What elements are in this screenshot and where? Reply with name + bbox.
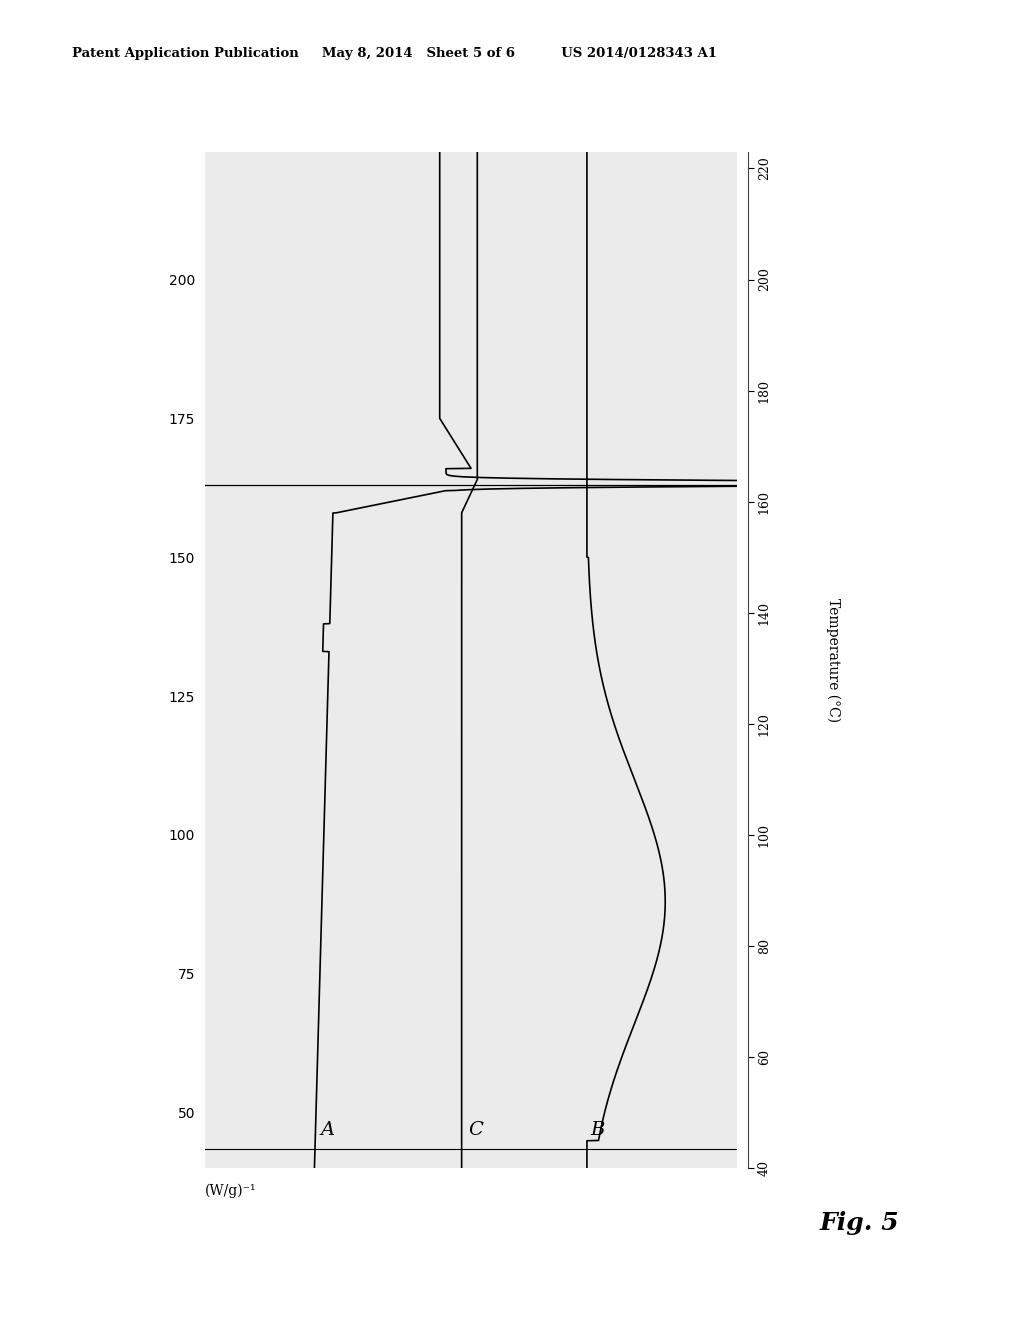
Text: B: B	[590, 1121, 604, 1139]
Text: Patent Application Publication     May 8, 2014   Sheet 5 of 6          US 2014/0: Patent Application Publication May 8, 20…	[72, 46, 717, 59]
Text: C: C	[468, 1121, 482, 1139]
Y-axis label: Temperature (°C): Temperature (°C)	[826, 598, 841, 722]
Text: A: A	[321, 1121, 335, 1139]
Text: Fig. 5: Fig. 5	[819, 1212, 899, 1236]
Text: (W/g)⁻¹: (W/g)⁻¹	[205, 1183, 256, 1197]
